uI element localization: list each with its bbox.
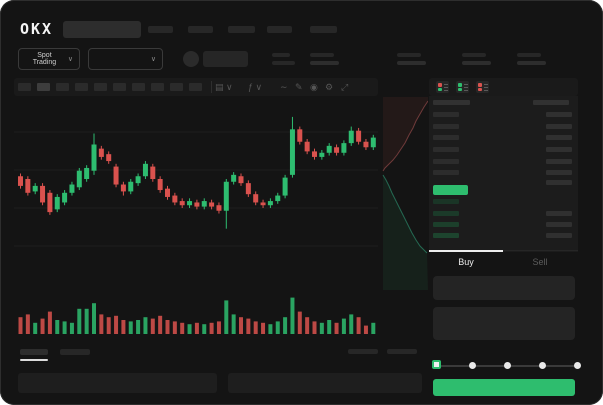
draw-icon[interactable]: ✎ <box>295 82 303 92</box>
candlestick-chart[interactable] <box>14 100 378 340</box>
nav-item[interactable] <box>188 26 213 33</box>
book-view-bids-icon[interactable] <box>456 81 469 93</box>
price-placeholder <box>433 159 459 164</box>
stat-label-placeholder <box>310 53 334 57</box>
market-type-selector[interactable]: Spot Trading ∨ <box>18 48 80 70</box>
amount-placeholder <box>546 159 572 164</box>
amount-placeholder <box>546 147 572 152</box>
price-placeholder <box>433 233 459 238</box>
price-placeholder <box>433 222 459 227</box>
orderbook-rows <box>429 96 578 252</box>
chevron-down-icon: ∨ <box>67 56 73 63</box>
amount-slider[interactable] <box>432 360 581 369</box>
slider-handle[interactable] <box>432 360 441 369</box>
stat-value-placeholder <box>310 61 339 65</box>
price-change-placeholder <box>272 61 295 65</box>
price-input[interactable] <box>433 276 575 300</box>
orders-panel-left[interactable] <box>18 373 217 393</box>
nav-item[interactable] <box>267 26 292 33</box>
bottom-tab-active[interactable] <box>20 349 48 355</box>
price-placeholder <box>433 211 459 216</box>
price-placeholder <box>433 199 459 204</box>
price-placeholder <box>433 135 459 140</box>
nav-item[interactable] <box>148 26 173 33</box>
slider-stop[interactable] <box>539 362 546 369</box>
stat-label-placeholder <box>397 53 421 57</box>
bottom-link[interactable] <box>348 349 378 354</box>
bottom-tab[interactable] <box>60 349 90 355</box>
nav-item[interactable] <box>228 26 255 33</box>
amount-placeholder <box>546 233 572 238</box>
okx-logo[interactable]: OKX <box>20 20 54 38</box>
search-input[interactable] <box>63 21 141 38</box>
last-price-placeholder <box>272 53 290 57</box>
timeframe-button[interactable] <box>189 83 202 91</box>
amount-placeholder <box>546 112 572 117</box>
timeframe-button[interactable] <box>18 83 31 91</box>
depth-chart[interactable] <box>382 97 428 290</box>
timeframe-button[interactable] <box>170 83 183 91</box>
timeframe-button[interactable] <box>132 83 145 91</box>
stat-value-placeholder <box>517 61 546 65</box>
orderbook-column-header <box>533 100 569 105</box>
orderbook-toolbar <box>429 78 578 96</box>
bottom-link[interactable] <box>387 349 417 354</box>
buy-button[interactable] <box>433 379 575 396</box>
amount-placeholder <box>546 124 572 129</box>
orderbook-column-header <box>433 100 470 105</box>
pair-name-button[interactable] <box>203 51 248 67</box>
orders-panel-right[interactable] <box>228 373 422 393</box>
fullscreen-icon[interactable]: ⤢ <box>341 82 349 92</box>
stat-label-placeholder <box>517 53 541 57</box>
settings-icon[interactable]: ⚙ <box>325 82 334 92</box>
book-view-asks-icon[interactable] <box>476 81 489 93</box>
bottom-tab-indicator <box>20 359 48 361</box>
price-placeholder <box>433 124 459 129</box>
price-placeholder <box>433 112 459 117</box>
order-side-tabs: Buy Sell <box>429 250 578 273</box>
tab-sell[interactable]: Sell <box>503 251 577 273</box>
book-view-split-icon[interactable] <box>436 81 449 93</box>
last-price-pill <box>433 185 468 195</box>
amount-placeholder <box>546 180 572 185</box>
pair-selector[interactable]: ∨ <box>88 48 163 70</box>
timeframe-button[interactable] <box>113 83 126 91</box>
nav-item[interactable] <box>310 26 337 33</box>
slider-stop[interactable] <box>504 362 511 369</box>
price-placeholder <box>433 147 459 152</box>
trade-panel: Buy Sell <box>429 96 581 396</box>
market-type-label: Spot Trading <box>32 52 57 66</box>
amount-placeholder <box>546 170 572 175</box>
timeframe-button[interactable] <box>75 83 88 91</box>
chevron-down-icon: ∨ <box>150 56 156 63</box>
stat-label-placeholder <box>462 53 486 57</box>
chart-toolbar: ▤ ∨ ƒ ∨ ∼ ✎ ◉ ⚙ ⤢ <box>14 78 378 96</box>
amount-input[interactable] <box>433 307 575 340</box>
tab-buy[interactable]: Buy <box>429 251 503 273</box>
timeframe-button[interactable] <box>94 83 107 91</box>
timeframe-button[interactable] <box>37 83 50 91</box>
slider-stop[interactable] <box>574 362 581 369</box>
stat-value-placeholder <box>462 61 491 65</box>
stat-value-placeholder <box>397 61 426 65</box>
coin-icon[interactable] <box>183 51 199 67</box>
price-placeholder <box>433 170 459 175</box>
camera-icon[interactable]: ◉ <box>310 82 318 92</box>
timeframe-button[interactable] <box>151 83 164 91</box>
amount-placeholder <box>546 222 572 227</box>
amount-placeholder <box>546 211 572 216</box>
slider-stop[interactable] <box>469 362 476 369</box>
indicator-select[interactable]: ƒ ∨ <box>248 82 263 92</box>
timeframe-button[interactable] <box>56 83 69 91</box>
amount-placeholder <box>546 135 572 140</box>
line-tool-icon[interactable]: ∼ <box>280 82 288 92</box>
candle-style-select[interactable]: ▤ ∨ <box>215 82 233 92</box>
active-tab-indicator <box>429 250 503 252</box>
